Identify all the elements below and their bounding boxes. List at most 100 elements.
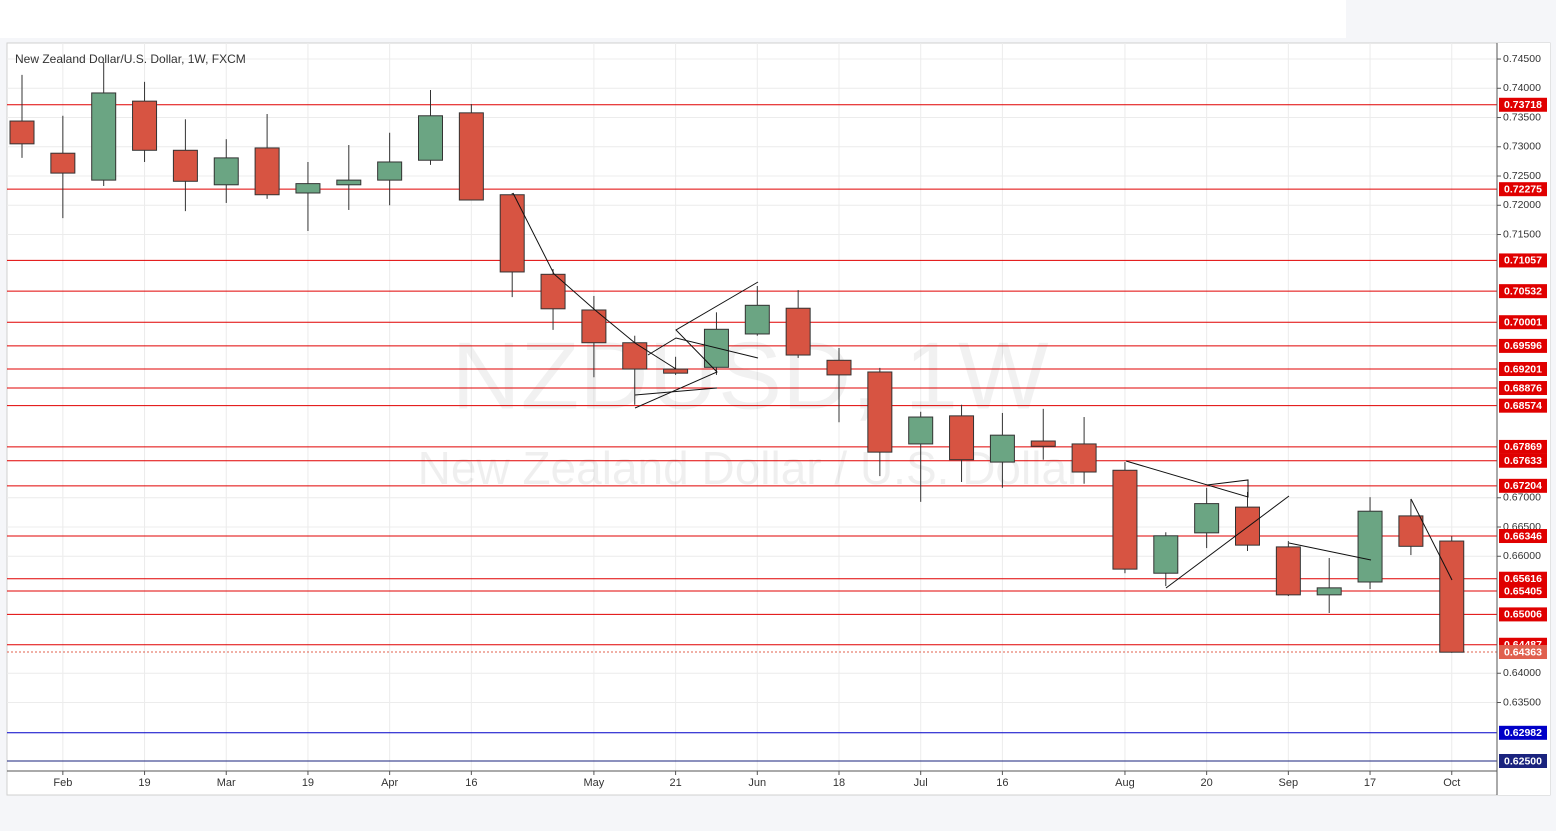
level-label-box (1499, 381, 1547, 396)
candle-body (172, 149, 198, 182)
candle-body (336, 179, 362, 186)
trend-line (1288, 542, 1372, 561)
level-label-box (1499, 97, 1547, 112)
candle-body (377, 161, 403, 181)
level-label: 0.65616 (1504, 573, 1542, 585)
candle-body (785, 307, 811, 356)
top-bar (0, 0, 1346, 38)
candle-body (540, 273, 566, 310)
trend-line (647, 337, 759, 359)
level-label: 0.65006 (1504, 609, 1542, 621)
candle-body (1071, 443, 1097, 473)
axis: 0.74500 0.74000 0.73500 0.73000 0.72500 0.720… (53, 53, 1547, 789)
level-label: 0.69201 (1504, 363, 1542, 375)
candle-body (989, 434, 1015, 463)
x-tick-label: Oct (1443, 777, 1460, 789)
trend-line (634, 387, 718, 396)
level-label-box (1499, 529, 1547, 544)
candle-body (254, 147, 280, 196)
candle-body (1235, 506, 1260, 546)
x-tick-label: Apr (381, 777, 398, 789)
level-label: 0.70532 (1504, 285, 1542, 297)
trend-line (1165, 495, 1290, 589)
x-tick-label: 21 (669, 777, 681, 789)
level-label-box (1499, 584, 1547, 599)
x-tick-label: 16 (465, 777, 477, 789)
candle-body (1357, 510, 1383, 583)
level-label: 0.62982 (1504, 727, 1542, 739)
watermark-subtitle: New Zealand Dollar / U.S. Dollar (418, 442, 1083, 494)
x-tick-label: Mar (217, 777, 236, 789)
candle-body (1316, 587, 1342, 596)
level-label-box (1499, 398, 1547, 413)
level-label: 0.68574 (1504, 400, 1542, 412)
y-tick-label: 0.63500 (1503, 696, 1541, 708)
level-label-box (1499, 439, 1547, 454)
candle-body (1398, 515, 1424, 547)
level-label-box (1499, 753, 1547, 768)
level-label-box (1499, 182, 1547, 197)
y-tick-label: 0.74000 (1503, 82, 1541, 94)
level-label-box (1499, 453, 1547, 468)
level-label: 0.71057 (1504, 255, 1542, 267)
candle-body (744, 304, 770, 335)
trend-line (1410, 498, 1453, 581)
level-label-box (1499, 645, 1547, 660)
candle-body (1112, 469, 1138, 570)
y-tick-label: 0.66000 (1503, 550, 1541, 562)
y-tick-label: 0.72500 (1503, 170, 1541, 182)
y-tick-label: 0.64000 (1503, 667, 1541, 679)
candle-body (581, 309, 607, 344)
level-label-box (1499, 338, 1547, 353)
x-tick-label: 16 (996, 777, 1008, 789)
trend-lines (512, 192, 1453, 589)
level-label-box (1499, 725, 1547, 740)
candle-body (663, 368, 689, 374)
price-axis (1497, 43, 1550, 795)
candle-body (1153, 535, 1179, 574)
watermark: NZDUSD, 1W (451, 322, 1049, 429)
x-tick-label: Jul (914, 777, 928, 789)
candle-body (9, 120, 35, 145)
level-label: 0.69596 (1504, 340, 1542, 352)
candle-body (418, 115, 443, 161)
level-label: 0.67869 (1504, 441, 1542, 453)
candle-body (499, 194, 525, 273)
candle-body (91, 92, 117, 181)
candle-body (132, 100, 158, 151)
candle-body (213, 157, 239, 186)
x-tick-label: 18 (833, 777, 845, 789)
y-tick-label: 0.73500 (1503, 111, 1541, 123)
level-label: 0.73718 (1504, 99, 1542, 111)
level-label-box (1499, 284, 1547, 299)
candle-body (1030, 440, 1056, 447)
level-label-box (1499, 315, 1547, 330)
level-label: 0.66346 (1504, 530, 1542, 542)
x-tick-label: 20 (1201, 777, 1213, 789)
x-tick-label: Feb (53, 777, 72, 789)
candle-body (867, 371, 893, 453)
level-label: 0.65405 (1504, 585, 1542, 597)
level-label: 0.67204 (1504, 480, 1542, 492)
candle-body (949, 415, 975, 461)
candle-body (908, 416, 934, 445)
chart-title: New Zealand Dollar/U.S. Dollar, 1W, FXCM (15, 52, 246, 66)
trend-line (512, 192, 677, 370)
x-tick-label: May (584, 777, 605, 789)
level-label-box (1499, 478, 1547, 493)
x-tick-label: Sep (1279, 777, 1299, 789)
y-tick-label: 0.73000 (1503, 141, 1541, 153)
candle-body (458, 112, 484, 201)
x-tick-label: 19 (302, 777, 314, 789)
y-tick-label: 0.74500 (1503, 53, 1541, 65)
x-tick-label: 19 (138, 777, 150, 789)
level-label: 0.72275 (1504, 183, 1542, 195)
trend-line (634, 281, 759, 409)
level-label: 0.62500 (1504, 755, 1542, 767)
level-label: 0.64363 (1504, 646, 1542, 658)
y-tick-label: 0.71500 (1503, 228, 1541, 240)
y-tick-label: 0.72000 (1503, 199, 1541, 211)
candle-body (295, 183, 321, 194)
level-label: 0.70001 (1504, 316, 1542, 328)
